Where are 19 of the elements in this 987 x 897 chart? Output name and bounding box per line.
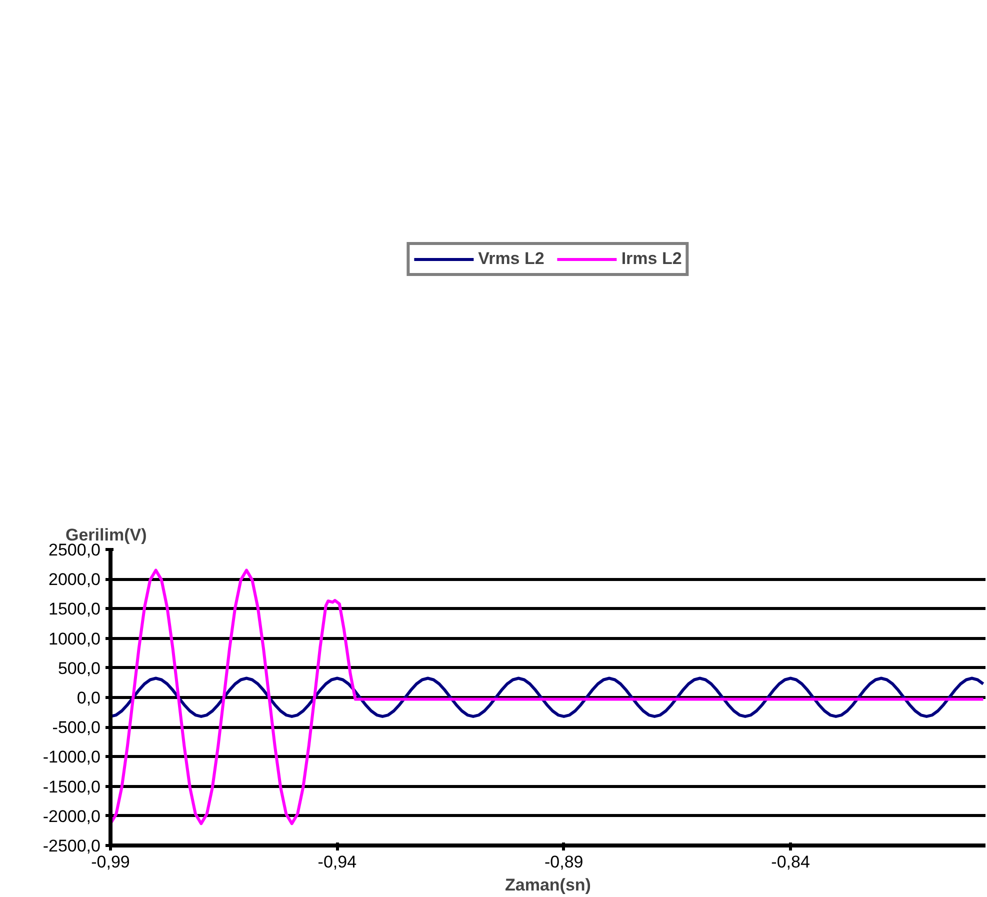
x-axis-title: Zaman(sn) [505, 876, 591, 894]
x-tick-label: -0,89 [544, 852, 584, 872]
y-tick-label: 1000,0 [48, 629, 101, 648]
y-tick-label: -2500,0 [42, 836, 101, 856]
y-tick-label: 0,0 [76, 688, 101, 708]
line-series [110, 568, 985, 826]
y-tick-label: -1500,0 [42, 777, 101, 796]
legend-label: Vrms L2 [478, 248, 544, 269]
y-tick-label: 1500,0 [48, 600, 101, 619]
x-tick-label: -0,94 [318, 852, 357, 872]
line-series [110, 676, 985, 718]
y-tick-label: -2000,0 [42, 806, 101, 826]
y-tick-label: -500,0 [52, 718, 100, 738]
x-tick-label: -0,99 [91, 852, 130, 872]
y-tick-label: 500,0 [58, 658, 101, 678]
legend-label: Irms L2 [621, 248, 682, 269]
y-tick-label: -1000,0 [42, 748, 101, 767]
y-tick-label: 2000,0 [48, 570, 101, 590]
x-tick-label: -0,84 [771, 852, 810, 872]
